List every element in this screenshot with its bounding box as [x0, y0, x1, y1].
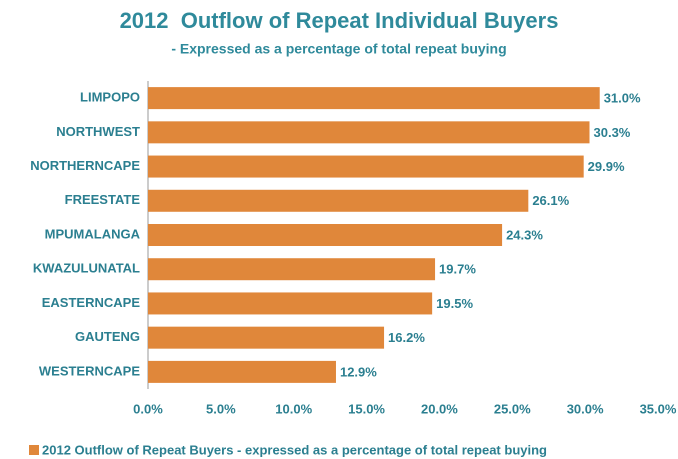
bar [148, 121, 590, 144]
y-tick-label: NORTHERNCAPE [30, 158, 140, 173]
value-label: 29.9% [588, 159, 625, 174]
bar [148, 326, 385, 349]
bar [148, 189, 529, 212]
y-tick-label: EASTERNCAPE [42, 295, 141, 310]
x-tick-label: 15.0% [348, 401, 385, 416]
value-label: 31.0% [604, 91, 641, 106]
value-label: 16.2% [388, 330, 425, 345]
bar [148, 155, 584, 178]
value-label: 24.3% [506, 227, 543, 242]
bar [148, 87, 600, 110]
x-tick-label: 10.0% [275, 401, 312, 416]
bar [148, 258, 436, 281]
legend-label: 2012 Outflow of Repeat Buyers - expresse… [42, 442, 547, 457]
value-label: 19.5% [436, 296, 473, 311]
y-tick-label: NORTHWEST [56, 124, 140, 139]
bar [148, 360, 336, 383]
y-tick-label: FREESTATE [65, 192, 141, 207]
value-label: 30.3% [594, 125, 631, 140]
y-tick-label: GAUTENG [75, 329, 140, 344]
x-tick-label: 20.0% [421, 401, 458, 416]
bar [148, 224, 503, 246]
y-tick-label: MPUMALANGA [45, 226, 141, 241]
x-tick-label: 25.0% [494, 401, 531, 416]
value-label: 19.7% [439, 262, 476, 277]
y-tick-label: LIMPOPO [80, 90, 140, 105]
chart-title: 2012 Outflow of Repeat Individual Buyers [120, 8, 559, 33]
x-tick-label: 5.0% [206, 401, 236, 416]
y-tick-label: KWAZULUNATAL [33, 261, 140, 276]
chart-subtitle: - Expressed as a percentage of total rep… [171, 41, 506, 57]
y-tick-label: WESTERNCAPE [39, 363, 140, 378]
x-tick-label: 30.0% [567, 401, 604, 416]
legend-swatch [29, 445, 39, 455]
x-tick-label: 0.0% [133, 401, 163, 416]
value-label: 26.1% [532, 193, 569, 208]
bar [148, 292, 433, 315]
value-label: 12.9% [340, 364, 377, 379]
x-tick-label: 35.0% [640, 401, 677, 416]
